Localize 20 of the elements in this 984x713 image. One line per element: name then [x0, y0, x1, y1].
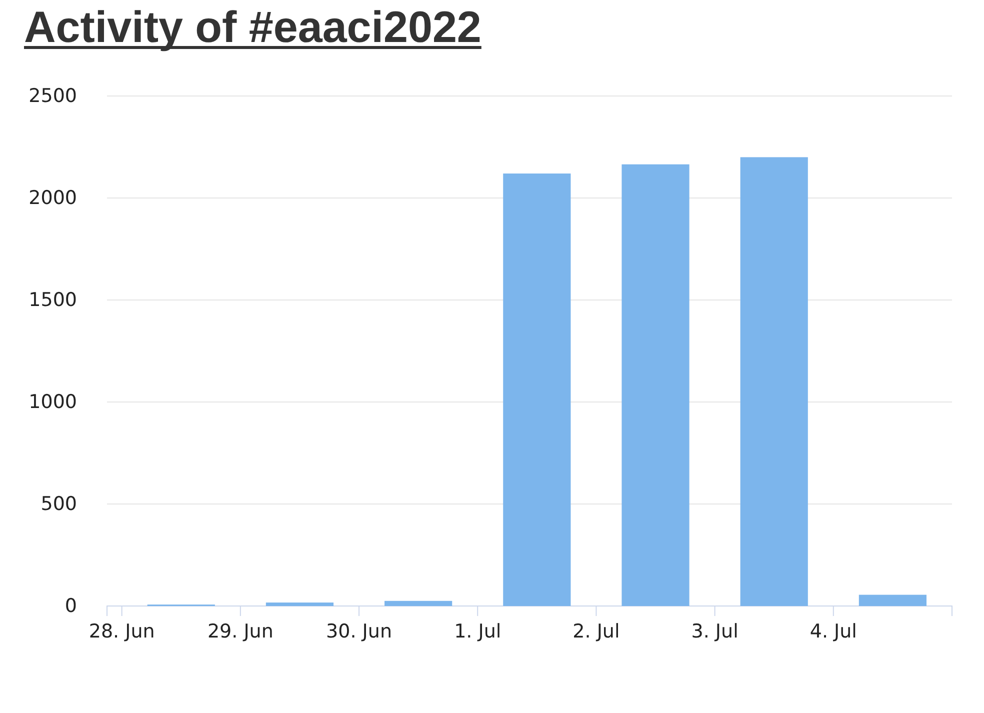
y-tick-label: 2000	[28, 187, 77, 210]
chart-title: Activity of #eaaci2022	[24, 3, 482, 52]
x-tick-label: 28. Jun	[88, 620, 155, 642]
bar	[740, 157, 808, 606]
x-tick-label: 1. Jul	[454, 620, 502, 642]
bar	[503, 174, 571, 606]
bar	[858, 594, 926, 606]
y-tick-label: 1500	[28, 289, 77, 312]
y-tick-label: 0	[64, 595, 77, 618]
x-tick-label: 29. Jun	[207, 620, 274, 642]
x-tick-label: 3. Jul	[691, 620, 738, 642]
x-tick-label: 30. Jun	[326, 620, 392, 642]
bar	[384, 600, 452, 606]
bar	[622, 164, 690, 606]
x-tick-label: 2. Jul	[572, 620, 620, 642]
x-tick-label: 4. Jul	[810, 620, 857, 642]
y-tick-label: 1000	[28, 391, 77, 414]
y-tick-label: 2500	[28, 85, 77, 108]
bar	[266, 602, 334, 606]
y-tick-label: 500	[40, 493, 77, 516]
